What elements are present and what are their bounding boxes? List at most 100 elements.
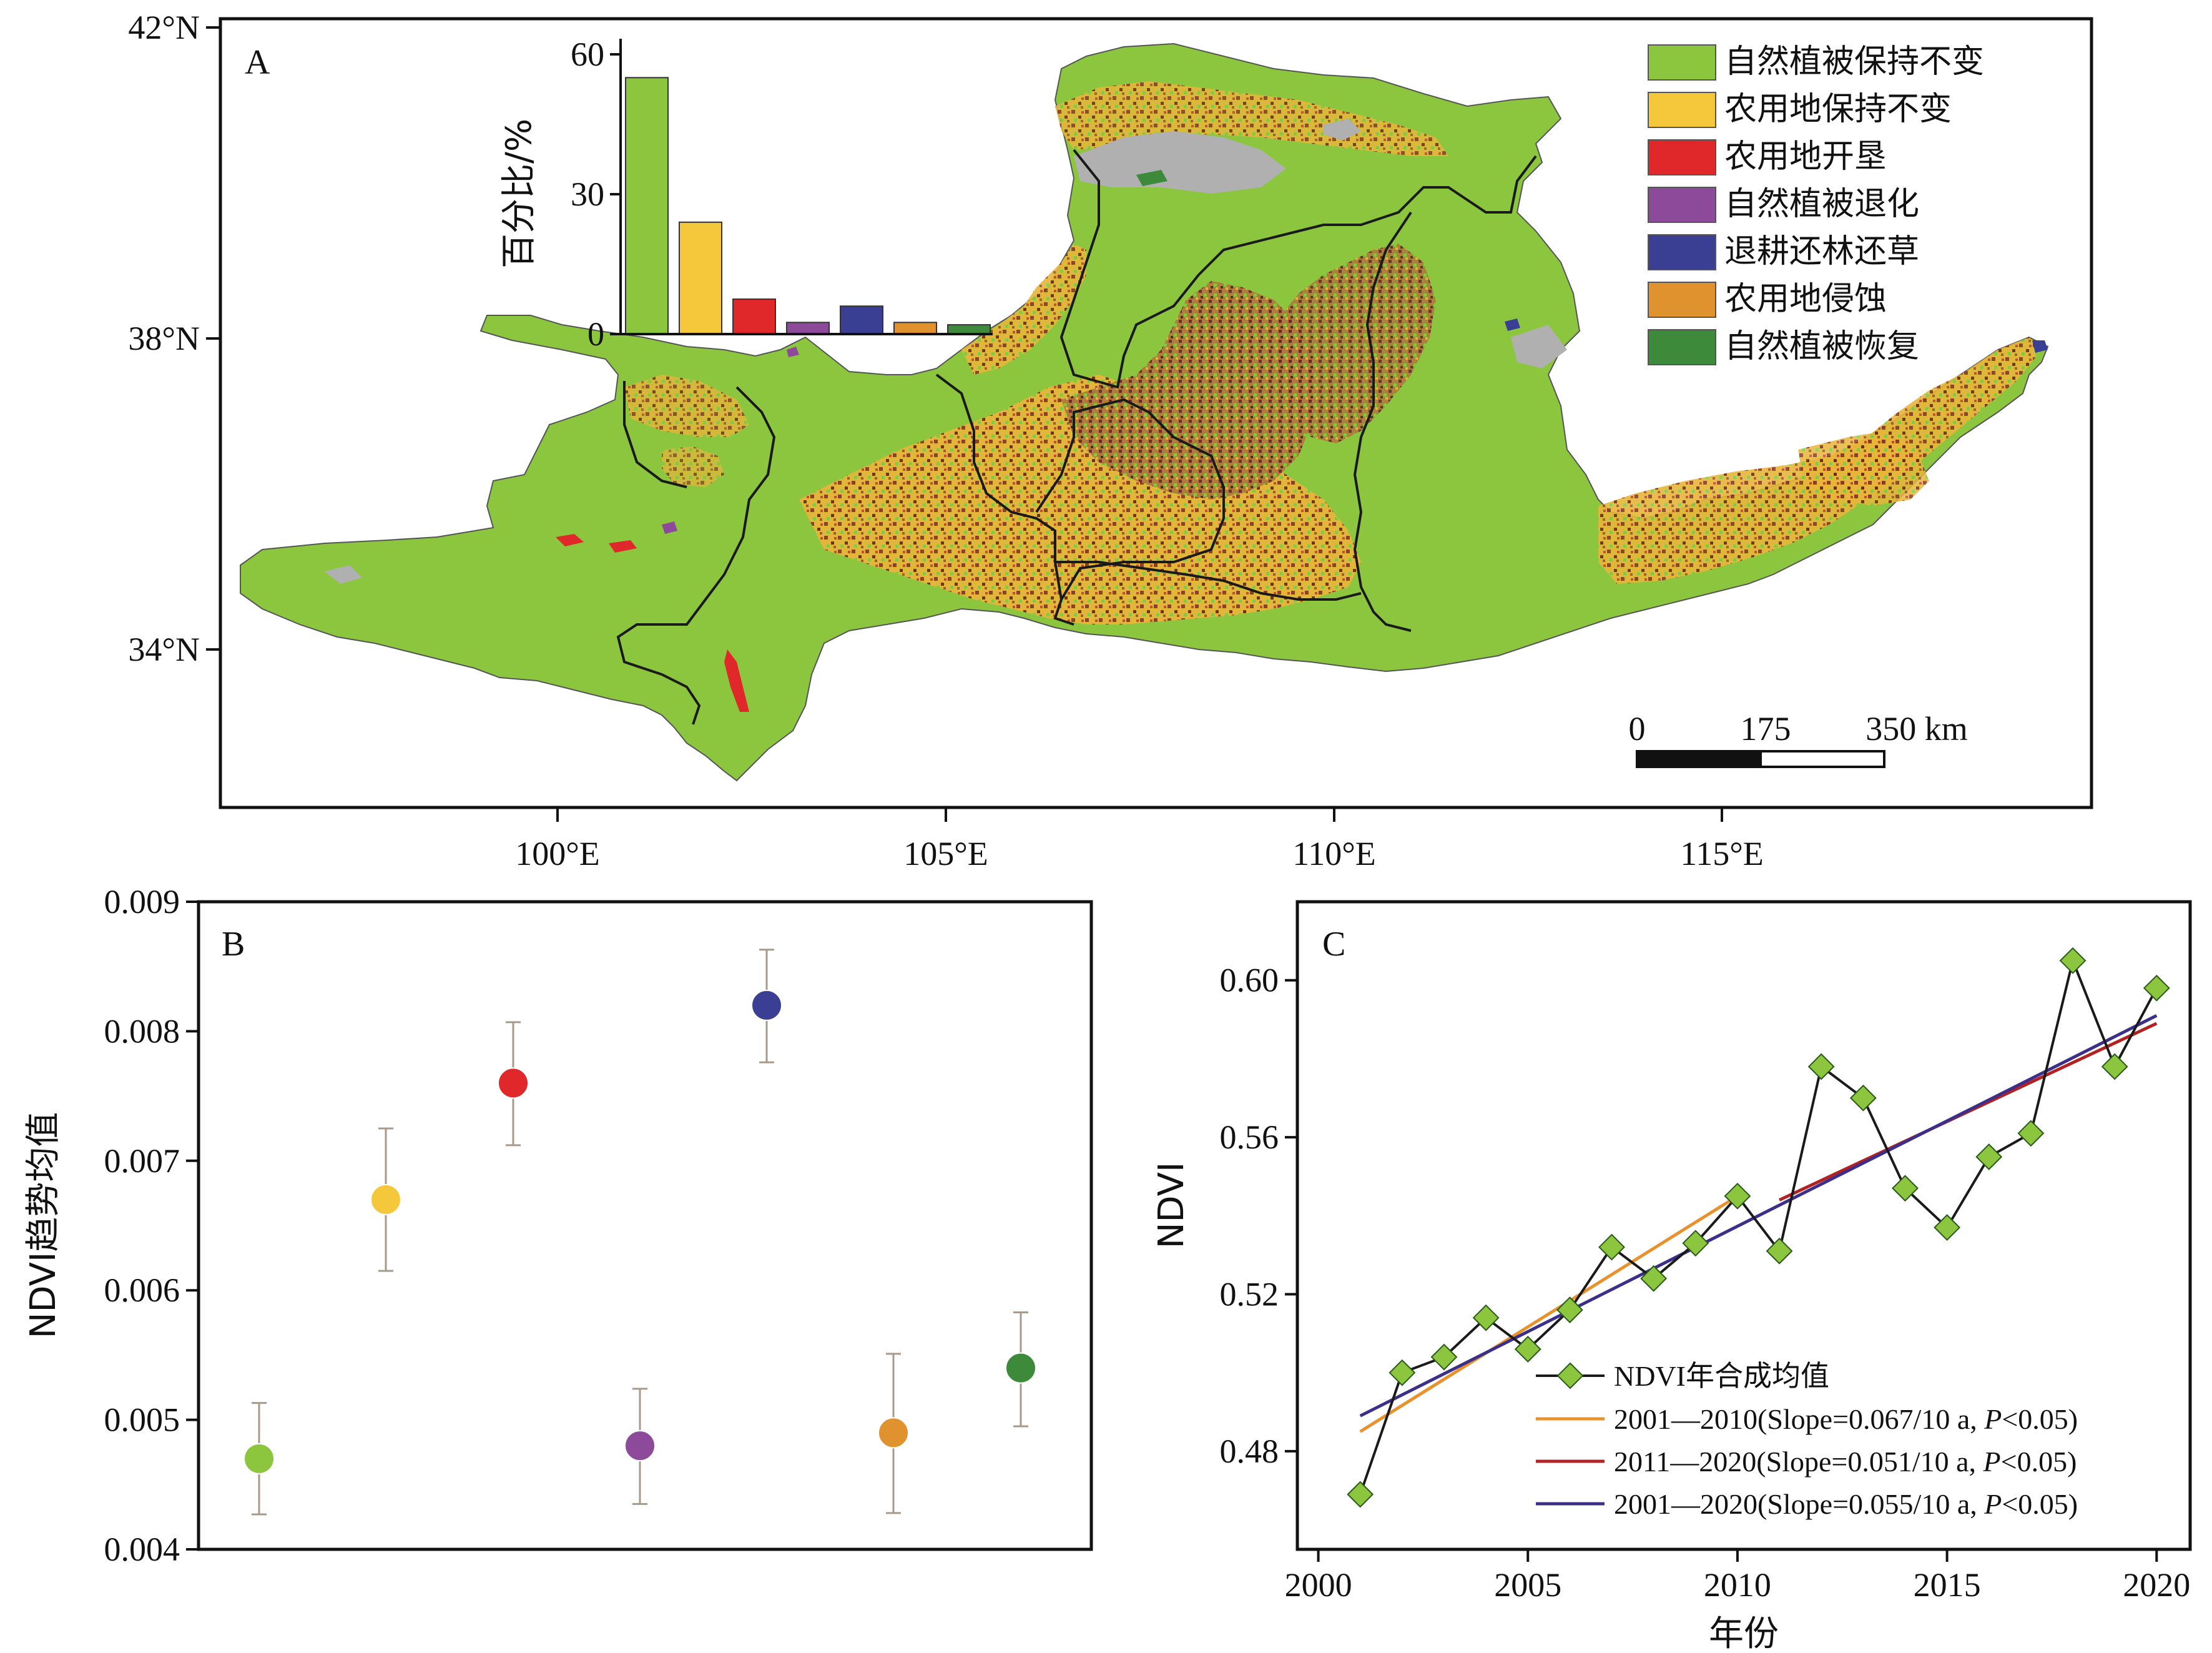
panel-c-legend: NDVI年合成均值 2001—2010(Slope=0.067/10 a, P<0… xyxy=(1536,1360,2078,1520)
g4g-patch xyxy=(2032,340,2048,353)
legend-swatch xyxy=(1648,234,1716,270)
inset-axes xyxy=(610,39,993,335)
legend-label: NDVI年合成均值 xyxy=(1614,1360,1829,1392)
y-tick-label: 0.006 xyxy=(104,1271,180,1309)
legend-label: 2001—2020(Slope=0.055/10 a, P<0.05) xyxy=(1614,1488,2078,1520)
mean-point xyxy=(1005,1352,1036,1384)
y-tick-label: 0.008 xyxy=(104,1012,180,1050)
map-legend: 自然植被保持不变农用地保持不变农用地开垦自然植被退化退耕还林还草农用地侵蚀自然植… xyxy=(1648,43,1984,365)
ndvi-marker xyxy=(1472,1304,1500,1331)
x-tick-label: 2005 xyxy=(1494,1566,1561,1604)
degrade-patch xyxy=(662,521,677,534)
cropland-patch xyxy=(1274,244,1436,443)
cropland-patch xyxy=(1798,431,1929,506)
ndvi-marker xyxy=(1934,1214,1961,1241)
panel-c-frame xyxy=(1295,900,2192,1551)
ndvi-marker xyxy=(1389,1359,1416,1386)
scale-bar xyxy=(1636,750,1885,768)
legend-swatch xyxy=(1648,282,1716,318)
y-tick-label: 0.60 xyxy=(1220,962,1279,999)
ndvi-marker xyxy=(1514,1336,1541,1363)
ndvi-marker xyxy=(2143,974,2170,1002)
lon-tick-label: 110°E xyxy=(1292,835,1376,872)
lat-tick-label: 34°N xyxy=(128,631,200,668)
ndvi-marker xyxy=(1766,1237,1793,1265)
lat-tick-label: 38°N xyxy=(128,320,200,357)
legend-label: 农用地侵蚀 xyxy=(1724,280,1887,318)
panel-b-y-label: NDVI趋势均值 xyxy=(23,1112,64,1339)
g4g-patch xyxy=(1505,318,1520,331)
cropland-patch xyxy=(662,447,724,487)
mean-point xyxy=(878,1417,909,1449)
ndvi-marker xyxy=(2059,947,2087,974)
mean-point xyxy=(751,989,782,1021)
ndvi-marker xyxy=(1807,1053,1835,1080)
inset-bar xyxy=(786,322,830,335)
panel-c-line: C 2000 2005 2010 2015 2020 0.48 0.52 0.56 0.60 N… xyxy=(1151,900,2192,1653)
cropland-patch xyxy=(961,244,1086,375)
y-tick-label: 0.004 xyxy=(104,1531,180,1568)
legend-swatch xyxy=(1648,92,1716,128)
panel-a-map: 42°N 38°N 34°N 100°E 105°E 110°E 115°E A… xyxy=(128,9,2093,872)
panel-c-ticks: 2000 2005 2010 2015 2020 0.48 0.52 0.56 0.60 xyxy=(1220,962,2191,1604)
ndvi-marker xyxy=(1347,1481,1374,1508)
y-tick-label: 0.56 xyxy=(1220,1118,1279,1156)
legend-label: 2011—2020(Slope=0.051/10 a, P<0.05) xyxy=(1614,1446,2077,1478)
lon-tick-label: 115°E xyxy=(1680,835,1764,872)
legend-swatch xyxy=(1648,329,1716,365)
legend-label: 退耕还林还草 xyxy=(1724,233,1919,270)
scalebar-label: 175 xyxy=(1741,710,1791,748)
lat-axis xyxy=(206,26,220,651)
y-tick-label: 0.009 xyxy=(104,883,180,920)
panel-b-y-ticks: 0.004 0.005 0.006 0.007 0.008 0.009 xyxy=(104,883,199,1568)
legend-swatch xyxy=(1648,187,1716,223)
y-tick-label: 0.48 xyxy=(1220,1433,1279,1470)
mean-point xyxy=(498,1067,529,1099)
ndvi-marker xyxy=(1556,1296,1583,1324)
legend-label: 农用地开垦 xyxy=(1724,138,1887,175)
panel-c-y-label: NDVI xyxy=(1151,1162,1192,1249)
x-tick-label: 2020 xyxy=(2123,1566,2190,1604)
ndvi-marker xyxy=(1682,1230,1709,1257)
y-tick-label: 0.005 xyxy=(104,1401,180,1439)
inset-bar xyxy=(893,322,937,335)
inset-y-label: 百分比/% xyxy=(499,119,539,269)
trend-line xyxy=(1359,1014,2158,1418)
reclaim-patch xyxy=(556,534,584,546)
ndvi-marker xyxy=(2017,1120,2045,1147)
mean-point xyxy=(243,1443,275,1474)
panel-label-b: B xyxy=(222,925,245,964)
desert-patch xyxy=(325,565,362,584)
inset-bar xyxy=(732,299,776,335)
ndvi-marker xyxy=(1892,1175,1919,1202)
restore-patch xyxy=(1136,170,1167,186)
ndvi-marker xyxy=(1430,1343,1458,1371)
mean-point xyxy=(624,1430,656,1462)
legend-label: 自然植被退化 xyxy=(1724,185,1919,223)
cropland-patch xyxy=(624,375,749,437)
reclaim-patch xyxy=(609,540,637,553)
inset-bar xyxy=(840,305,883,335)
desert-patch xyxy=(1074,131,1286,194)
inset-bar xyxy=(625,77,669,335)
lat-tick-label: 42°N xyxy=(128,9,200,46)
legend-marker xyxy=(1556,1362,1584,1389)
cropland-patch xyxy=(1061,281,1317,500)
legend-swatch xyxy=(1648,139,1716,175)
desert-patch xyxy=(1324,119,1361,141)
ndvi-marker xyxy=(1640,1265,1668,1292)
reclaim-patch xyxy=(724,649,749,712)
lon-axis xyxy=(556,807,1723,822)
trend-line xyxy=(1359,1195,1739,1433)
inset-bar-chart: 60 30 0 百分比/% xyxy=(499,36,993,353)
legend-swatch xyxy=(1648,44,1716,81)
legend-label: 自然植被保持不变 xyxy=(1724,43,1984,81)
x-tick-label: 2015 xyxy=(1914,1566,1981,1604)
x-tick-label: 2010 xyxy=(1704,1566,1771,1604)
ndvi-marker xyxy=(1975,1143,2003,1170)
legend-label: 农用地保持不变 xyxy=(1724,91,1952,128)
inset-y-tick: 30 xyxy=(571,175,604,213)
panel-c-x-label: 年份 xyxy=(1709,1614,1779,1653)
y-tick-label: 0.007 xyxy=(104,1142,180,1180)
